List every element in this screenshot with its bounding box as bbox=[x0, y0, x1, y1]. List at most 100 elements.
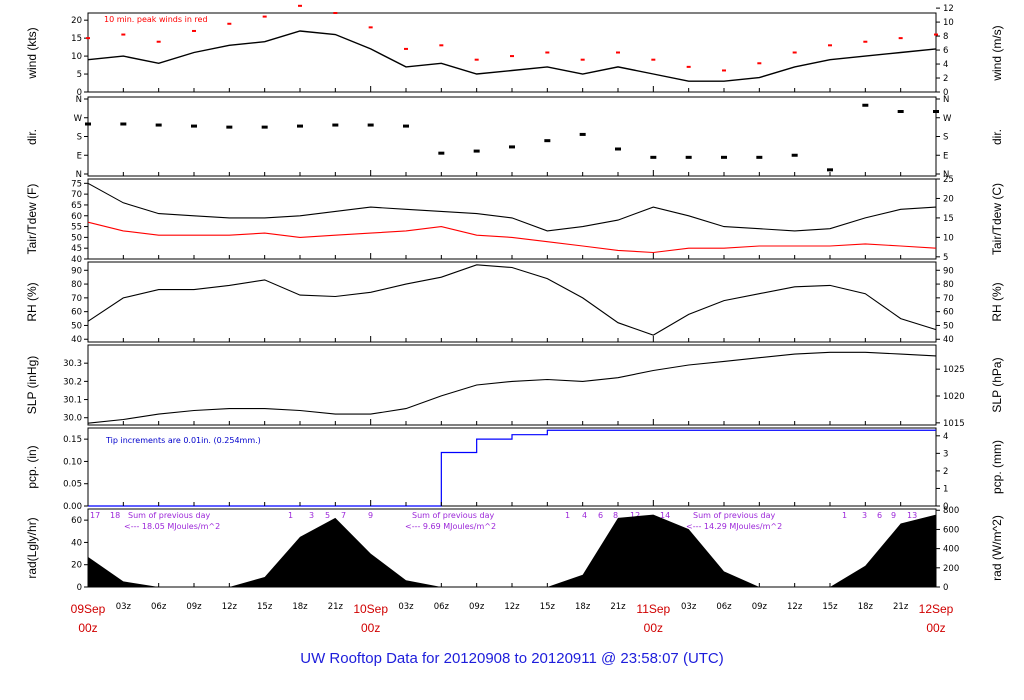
rad-right-label: rad (W/m^2) bbox=[990, 515, 1004, 581]
y-tick-label-left: 65 bbox=[71, 201, 82, 211]
wind-peak-marker bbox=[368, 26, 373, 29]
day-label-date: 12Sep bbox=[919, 602, 954, 616]
rad-hour-mark: 6 bbox=[877, 511, 882, 520]
hour-tick-label: 21z bbox=[893, 602, 909, 612]
rad-hour-mark: 9 bbox=[891, 511, 896, 520]
rad-sum-3-line2: <--- 14.29 MJoules/m^2 bbox=[686, 522, 782, 531]
y-tick-label-right: 25 bbox=[943, 175, 954, 185]
y-tick-label-left: 60 bbox=[71, 212, 82, 222]
day-label-date: 09Sep bbox=[71, 602, 106, 616]
hour-tick-label: 15z bbox=[540, 602, 556, 612]
y-tick-label-left: 45 bbox=[71, 244, 82, 254]
y-tick-label-right: 4 bbox=[943, 432, 948, 442]
rad-hour-mark: 7 bbox=[341, 511, 346, 520]
rad-hour-mark: 3 bbox=[309, 511, 314, 520]
hour-tick-label: 03z bbox=[398, 602, 414, 612]
wind-peak-marker bbox=[404, 47, 408, 50]
wind-dir-point bbox=[85, 122, 91, 126]
day-label-time: 00z bbox=[361, 621, 380, 635]
hour-tick-label: 21z bbox=[610, 602, 626, 612]
wind-peak-marker bbox=[686, 65, 691, 68]
rad-sum-1-line2: <--- 18.05 MJoules/m^2 bbox=[124, 522, 220, 531]
wind-dir-point bbox=[297, 124, 303, 128]
wind-dir-point bbox=[933, 110, 939, 113]
y-tick-label-left: 0.15 bbox=[63, 435, 82, 445]
temp-panel bbox=[87, 178, 937, 260]
slp-left-label: SLP (inHg) bbox=[25, 356, 39, 414]
wind-peak-marker bbox=[651, 58, 656, 61]
y-tick-label-left: 30.1 bbox=[63, 396, 82, 406]
y-tick-label-left: 0.05 bbox=[63, 480, 82, 490]
hour-tick-label: 09z bbox=[186, 602, 202, 612]
y-tick-label-left: 60 bbox=[71, 516, 82, 526]
wind-dir-point bbox=[438, 151, 445, 155]
y-tick-label-right: 3 bbox=[943, 449, 948, 459]
y-tick-label-right: 800 bbox=[943, 506, 959, 516]
y-tick-label-right: 15 bbox=[943, 214, 954, 224]
y-tick-label-left: 55 bbox=[71, 223, 82, 233]
wind-peak-marker bbox=[580, 58, 585, 61]
wind-dir-point bbox=[155, 123, 162, 127]
y-tick-label-right: 2 bbox=[943, 467, 948, 477]
wind-peak-marker bbox=[792, 51, 797, 54]
y-tick-label-left: 5 bbox=[77, 70, 82, 80]
rad-hour-mark: 6 bbox=[598, 511, 603, 520]
wind-peak-marker bbox=[545, 51, 550, 54]
y-tick-label-left: 40 bbox=[71, 538, 82, 548]
hour-tick-label: 03z bbox=[681, 602, 697, 612]
axis-ticks: 0510152002468101240455055606570755101520… bbox=[63, 4, 965, 593]
day-label-time: 00z bbox=[644, 621, 663, 635]
rad-hour-mark: 12 bbox=[630, 511, 640, 520]
dir-panel bbox=[87, 96, 937, 177]
y-tick-label-left: 0.10 bbox=[63, 457, 82, 467]
y-tick-label-left: 30.2 bbox=[63, 377, 82, 387]
pcp-left-label: pcp. (in) bbox=[25, 445, 39, 488]
y-tick-label-right: 40 bbox=[943, 335, 954, 345]
hour-tick-label: 12z bbox=[504, 602, 520, 612]
wind-peak-marker bbox=[333, 12, 338, 14]
wind-peak-marker bbox=[757, 62, 762, 65]
rad-sum-1-line1: Sum of previous day bbox=[128, 511, 210, 520]
y-tick-label-left: 15 bbox=[71, 34, 82, 44]
y-tick-label-left: 0 bbox=[77, 583, 82, 593]
y-tick-label-left: 70 bbox=[71, 294, 82, 304]
rad-hour-mark: 3 bbox=[862, 511, 867, 520]
y-tick-label-right: 10 bbox=[943, 233, 954, 243]
dir-tick-label: N bbox=[943, 170, 949, 180]
hour-tick-label: 09z bbox=[752, 602, 768, 612]
rh-panel bbox=[87, 261, 937, 343]
wind-dir-point bbox=[332, 123, 339, 127]
y-tick-label-right: 0 bbox=[943, 502, 948, 512]
hour-tick-label: 12z bbox=[222, 602, 238, 612]
y-tick-label-right: 60 bbox=[943, 308, 954, 318]
y-tick-label-left: 40 bbox=[71, 335, 82, 345]
rh-line bbox=[87, 264, 937, 336]
rad-hour-mark: 1 bbox=[842, 511, 847, 520]
y-tick-label-right: 0 bbox=[943, 583, 948, 593]
rad-hour-mark: 17 bbox=[90, 511, 100, 520]
rh-right-label: RH (%) bbox=[990, 282, 1004, 321]
dir-tick-label: N bbox=[76, 170, 82, 180]
wind-peak-marker bbox=[722, 69, 726, 72]
wind-dir-point bbox=[509, 145, 515, 149]
dir-tick-label: E bbox=[943, 151, 948, 161]
wind-dir-point bbox=[756, 155, 763, 159]
rad-hour-mark: 5 bbox=[325, 511, 330, 520]
day-label-time: 00z bbox=[926, 621, 945, 635]
wind-dir-point bbox=[685, 155, 692, 159]
dir-right-label: dir. bbox=[990, 129, 1004, 145]
y-tick-label-left: 70 bbox=[71, 190, 82, 200]
wind-dir-point bbox=[120, 122, 127, 126]
y-tick-label-left: 60 bbox=[71, 308, 82, 318]
day-label-date: 10Sep bbox=[353, 602, 388, 616]
y-tick-label-right: 90 bbox=[943, 266, 954, 276]
precip-line bbox=[88, 429, 936, 507]
y-tick-label-right: 200 bbox=[943, 564, 959, 574]
rad-hour-mark: 8 bbox=[613, 511, 618, 520]
y-tick-label-right: 1 bbox=[943, 484, 948, 494]
wind-left-label: wind (kts) bbox=[25, 27, 39, 79]
wind-dir-point bbox=[473, 149, 480, 153]
hour-tick-label: 06z bbox=[434, 602, 450, 612]
dir-tick-label: N bbox=[76, 95, 82, 105]
